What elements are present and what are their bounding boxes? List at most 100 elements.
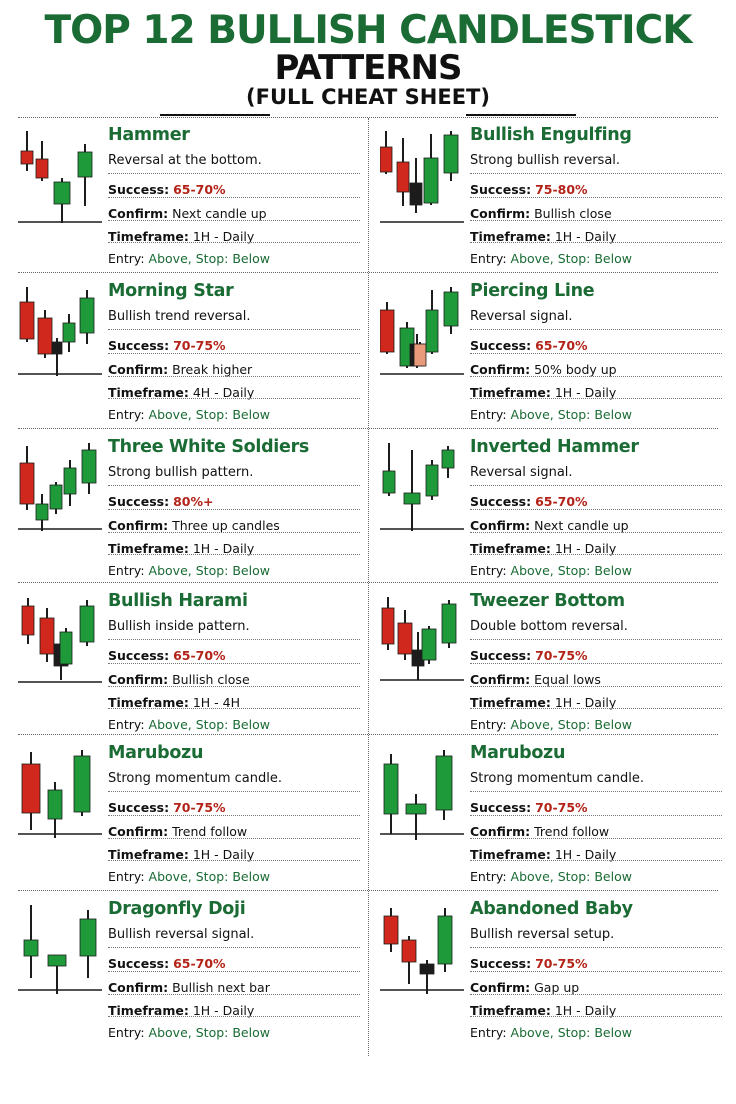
confirm-label: Confirm: (470, 362, 531, 377)
confirm-value: Next candle up (172, 206, 267, 221)
pattern-name: Hammer (108, 125, 190, 145)
candle-body (437, 915, 453, 965)
entry-label: Entry: (470, 869, 507, 884)
candle-body (53, 181, 71, 205)
confirm-label: Confirm: (470, 206, 531, 221)
pattern-chart (18, 586, 104, 736)
success-row: Success: 65-70% (108, 639, 360, 663)
candlestick-chart (18, 905, 102, 994)
candle-body (441, 449, 455, 469)
success-label: Success: (108, 338, 170, 353)
entry-row: Entry: Above, Stop: Below (108, 1016, 360, 1040)
timeframe-value: 1H - Daily (192, 229, 255, 244)
header: TOP 12 BULLISH CANDLESTICK PATTERNS (FUL… (0, 0, 736, 116)
success-label: Success: (470, 648, 532, 663)
row-divider (18, 428, 718, 429)
stop-value: Below (594, 869, 632, 884)
candle-body (441, 603, 457, 644)
entry-label: Entry: (470, 407, 507, 422)
success-value: 80%+ (173, 494, 214, 509)
timeframe-row: Timeframe: 1H - Daily (470, 686, 722, 710)
success-row: Success: 70-75% (470, 639, 722, 663)
entry-label: Entry: (470, 563, 507, 578)
pattern-name: Piercing Line (470, 281, 595, 301)
confirm-value: Bullish next bar (172, 980, 270, 995)
success-label: Success: (108, 182, 170, 197)
candle-body (425, 464, 439, 497)
confirm-label: Confirm: (470, 672, 531, 687)
candle-body (403, 492, 421, 505)
candlestick-chart (380, 597, 464, 681)
success-value: 70-75% (535, 648, 588, 663)
timeframe-value: 1H - Daily (554, 695, 617, 710)
success-value: 65-70% (535, 338, 588, 353)
confirm-value: Trend follow (534, 824, 610, 839)
pattern-info: Inverted Hammer Reversal signal. Success: … (470, 432, 722, 582)
candlestick-chart (18, 750, 102, 838)
timeframe-label: Timeframe: (108, 541, 189, 556)
candle-body (35, 503, 49, 521)
entry-row: Entry: Above, Stop: Below (108, 708, 360, 732)
success-value: 70-75% (535, 956, 588, 971)
confirm-row: Confirm: Three up candles (108, 509, 360, 533)
candle-body (73, 755, 91, 813)
pattern-description: Strong bullish pattern. (108, 465, 254, 480)
timeframe-value: 1H - Daily (554, 541, 617, 556)
stop-label: Stop: (195, 407, 229, 422)
confirm-row: Confirm: Next candle up (470, 509, 722, 533)
success-row: Success: 70-75% (108, 791, 360, 815)
entry-above: Above, (148, 407, 192, 422)
success-value: 65-70% (173, 956, 226, 971)
pattern-card: Bullish Harami Bullish inside pattern. Suc… (18, 586, 363, 736)
stop-value: Below (232, 717, 270, 732)
candle-body (413, 343, 427, 367)
confirm-row: Confirm: Bullish next bar (108, 971, 360, 995)
confirm-row: Confirm: Trend follow (470, 815, 722, 839)
timeframe-row: Timeframe: 1H - Daily (108, 220, 360, 244)
success-value: 65-70% (173, 648, 226, 663)
pattern-description: Reversal signal. (470, 309, 573, 324)
candle-body (21, 763, 41, 814)
success-row: Success: 75-80% (470, 173, 722, 197)
pattern-info: Hammer Reversal at the bottom. Success: 65… (108, 120, 360, 270)
stop-value: Below (594, 717, 632, 732)
candle-body (81, 449, 97, 484)
timeframe-value: 1H - 4H (192, 695, 241, 710)
success-label: Success: (108, 494, 170, 509)
entry-row: Entry: Above, Stop: Below (108, 242, 360, 266)
candle-body (35, 158, 49, 179)
entry-above: Above, (510, 407, 554, 422)
title-line-2-wrap: PATTERNS (0, 48, 736, 116)
pattern-chart (18, 276, 104, 426)
timeframe-label: Timeframe: (108, 385, 189, 400)
confirm-label: Confirm: (108, 672, 169, 687)
pattern-description: Reversal at the bottom. (108, 153, 262, 168)
pattern-description: Strong bullish reversal. (470, 153, 621, 168)
confirm-label: Confirm: (108, 206, 169, 221)
entry-label: Entry: (108, 251, 145, 266)
stop-value: Below (594, 1025, 632, 1040)
pattern-name: Morning Star (108, 281, 234, 301)
pattern-name: Dragonfly Doji (108, 899, 246, 919)
candle-body (21, 605, 35, 636)
candle-body (51, 341, 63, 355)
timeframe-label: Timeframe: (470, 847, 551, 862)
confirm-label: Confirm: (108, 824, 169, 839)
entry-label: Entry: (108, 717, 145, 732)
timeframe-row: Timeframe: 1H - Daily (108, 532, 360, 556)
confirm-label: Confirm: (108, 362, 169, 377)
entry-label: Entry: (108, 1025, 145, 1040)
stop-value: Below (594, 407, 632, 422)
timeframe-label: Timeframe: (470, 385, 551, 400)
timeframe-label: Timeframe: (108, 847, 189, 862)
pattern-info: Bullish Engulfing Strong bullish reversal… (470, 120, 722, 270)
timeframe-label: Timeframe: (470, 541, 551, 556)
pattern-description: Bullish reversal setup. (470, 927, 615, 942)
pattern-name: Bullish Engulfing (470, 125, 632, 145)
timeframe-row: Timeframe: 1H - Daily (108, 838, 360, 862)
candle-body (380, 146, 393, 173)
confirm-value: Equal lows (534, 672, 601, 687)
candle-body (383, 915, 399, 945)
pattern-name: Inverted Hammer (470, 437, 639, 457)
confirm-row: Confirm: Trend follow (108, 815, 360, 839)
